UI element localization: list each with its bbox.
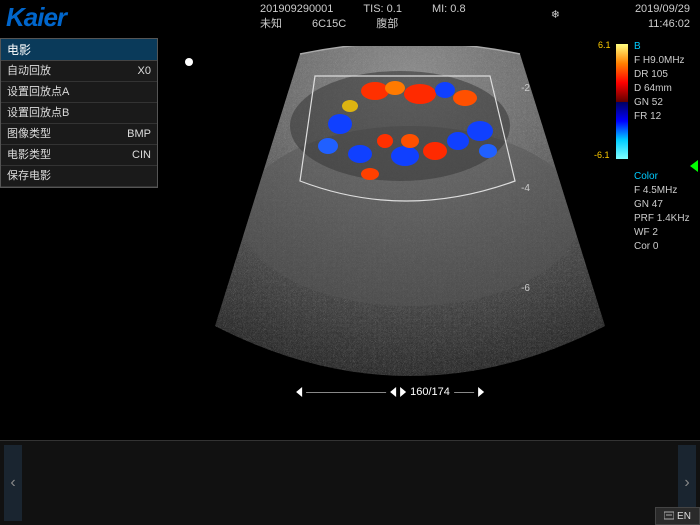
frame-counter: 160/174	[410, 386, 450, 398]
menu-item-2[interactable]: 设置回放点B	[1, 103, 157, 124]
menu-item-0[interactable]: 自动回放X0	[1, 61, 157, 82]
prev-frame-icon[interactable]	[296, 387, 302, 397]
tis-value: TIS: 0.1	[363, 2, 402, 17]
thumbnail-strip: ‹ ›	[0, 440, 700, 525]
menu-item-4[interactable]: 电影类型CIN	[1, 145, 157, 166]
freeze-icon: ❄	[551, 8, 560, 23]
cine-menu: 电影 自动回放X0设置回放点A设置回放点B图像类型BMP电影类型CIN保存电影	[0, 38, 158, 188]
color-mode-title: Color	[634, 170, 690, 184]
menu-item-5[interactable]: 保存电影	[1, 166, 157, 187]
velocity-colorbar	[616, 44, 628, 159]
focus-indicator-icon	[690, 160, 698, 172]
menu-item-1[interactable]: 设置回放点A	[1, 82, 157, 103]
thumbs-prev-button[interactable]: ‹	[4, 445, 22, 521]
ultrasound-view: -2 -4 -6 160/174	[160, 38, 620, 428]
brand-logo: Kaier	[6, 2, 66, 33]
exam-date: 2019/09/29	[635, 2, 690, 17]
scan-image	[210, 46, 610, 376]
probe-id: 6C15C	[312, 17, 346, 32]
depth-scale: -2 -4 -6	[521, 83, 530, 383]
keyboard-icon	[664, 511, 674, 521]
mi-value: MI: 0.8	[432, 2, 466, 17]
next-frame-icon[interactable]	[478, 387, 484, 397]
body-region: 腹部	[376, 17, 398, 32]
status-unknown: 未知	[260, 17, 282, 32]
header-info: 201909290001 TIS: 0.1 MI: 0.8 ❄ 2019/09/…	[260, 2, 690, 32]
language-indicator[interactable]: EN	[655, 507, 700, 525]
vel-min: -6.1	[594, 150, 610, 160]
cine-frame-slider[interactable]: 160/174	[296, 386, 484, 398]
b-mode-title: B	[634, 40, 690, 54]
menu-item-3[interactable]: 图像类型BMP	[1, 124, 157, 145]
exam-time: 11:46:02	[648, 17, 690, 32]
patient-id: 201909290001	[260, 2, 333, 17]
menu-title: 电影	[1, 39, 157, 61]
frame-pos-left-icon	[390, 387, 396, 397]
frame-pos-right-icon	[400, 387, 406, 397]
vel-max: 6.1	[598, 40, 611, 50]
